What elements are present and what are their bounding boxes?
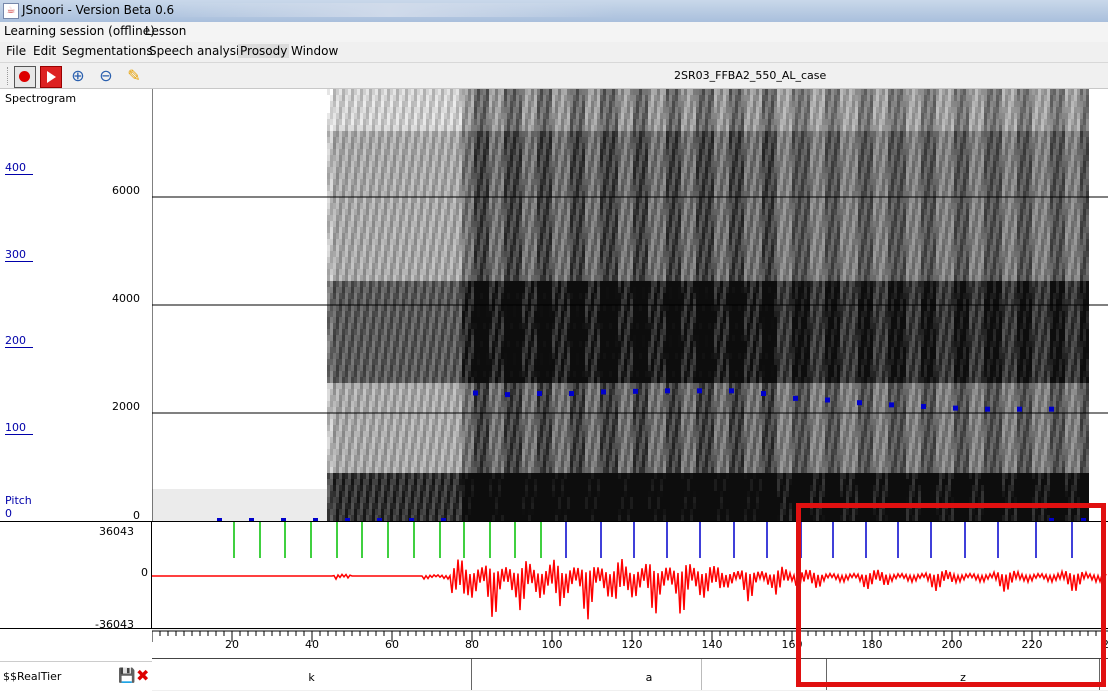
toolbar: ⊕ ⊖ ✎ [0, 63, 1108, 89]
axis-tick-label: 200 [942, 638, 963, 651]
pitch-label-100: 100 [5, 421, 33, 435]
pitch-point [953, 406, 958, 411]
toolbar-grip [7, 67, 10, 85]
axis-tick-label: 120 [622, 638, 643, 651]
menu-bar: File Edit Segmentations Speech analysis … [0, 42, 1108, 63]
delete-icon[interactable]: ✖ [136, 666, 149, 685]
segment-label: a [472, 671, 826, 684]
freq-label-2000: 2000 [0, 400, 140, 413]
axis-tick-label: 20 [225, 638, 239, 651]
segment-label: z [827, 671, 1099, 684]
menu-speech-analysis[interactable]: Speech analysis [149, 44, 246, 58]
axis-tick-label: 60 [385, 638, 399, 651]
waveform-view[interactable] [152, 521, 1108, 629]
pitch-point [729, 388, 734, 393]
session-bar: Learning session (offline) Lesson [0, 22, 1108, 43]
pitch-point [633, 389, 638, 394]
pitch-label-400: 400 [5, 161, 33, 175]
tier-view[interactable]: k a z [152, 658, 1108, 690]
axis-tick-label: 160 [782, 638, 803, 651]
pitch-point [697, 388, 702, 393]
freq-label-6000: 6000 [0, 184, 140, 197]
session-lesson[interactable]: Lesson [145, 24, 186, 38]
save-icon[interactable]: 💾 [118, 668, 135, 684]
menu-segmentations[interactable]: Segmentations [62, 44, 153, 58]
menu-file[interactable]: File [6, 44, 26, 58]
tier-segment-k[interactable]: k [152, 659, 472, 690]
window-title: JSnoori - Version Beta 0.6 [22, 3, 174, 17]
axis-tick-label: 2 [1102, 638, 1108, 651]
menu-window[interactable]: Window [291, 44, 338, 58]
axis-tick-label: 220 [1022, 638, 1043, 651]
title-bar: ☕ JSnoori - Version Beta 0.6 [0, 0, 1108, 23]
tier-name: $$RealTier [3, 670, 61, 683]
wave-zero-label: 0 [0, 566, 148, 579]
pitch-point [889, 402, 894, 407]
record-icon[interactable] [14, 66, 36, 88]
zoom-out-icon[interactable]: ⊖ [96, 66, 116, 86]
wave-max-label: 36043 [0, 525, 134, 538]
pitch-point [569, 391, 574, 396]
axis-tick-label: 100 [542, 638, 563, 651]
title-path-blurred [165, 3, 615, 17]
axis-tick-label: 80 [465, 638, 479, 651]
axis-tick-label: 140 [702, 638, 723, 651]
wave-min-label: -36043 [0, 618, 134, 631]
axis-tick-label: 40 [305, 638, 319, 651]
pencil-icon[interactable]: ✎ [124, 66, 144, 86]
pitch-point [825, 398, 830, 403]
waveform-trace [152, 559, 1106, 619]
spectrogram-canvas[interactable] [152, 89, 1108, 521]
play-icon[interactable] [40, 66, 62, 88]
tier-segment-z[interactable]: z [827, 659, 1100, 690]
pitch-point [857, 400, 862, 405]
session-learning-session[interactable]: Learning session (offline) [4, 24, 155, 38]
pitch-point [537, 391, 542, 396]
pitch-point [985, 407, 990, 412]
spectrogram-label: Spectrogram [5, 92, 76, 105]
pitch-point [473, 390, 478, 395]
time-axis-canvas: 20 40 60 80 100 120 140 160 180 200 220 2 [152, 630, 1108, 658]
pitch-label-200: 200 [5, 334, 33, 348]
tier-label-panel: $$RealTier 💾 ✖ [0, 661, 152, 691]
axis-tick-label: 180 [862, 638, 883, 651]
waveform-label-panel: 36043 0 -36043 [0, 521, 152, 629]
pitch-point [601, 389, 606, 394]
pitch-point [505, 392, 510, 397]
file-name: 2SR03_FFBA2_550_AL_case [674, 69, 826, 82]
tier-segment-a[interactable]: a [472, 659, 827, 690]
pitch-point [793, 396, 798, 401]
pitch-point [665, 388, 670, 393]
menu-prosody[interactable]: Prosody [238, 44, 289, 58]
waveform-canvas[interactable] [152, 522, 1108, 629]
freq-label-4000: 4000 [0, 292, 140, 305]
pitch-title: Pitch [5, 494, 32, 507]
spectrogram-view[interactable] [152, 89, 1108, 521]
pitch-point [1017, 407, 1022, 412]
java-app-icon: ☕ [3, 3, 19, 19]
pitch-point [761, 391, 766, 396]
zoom-in-icon[interactable]: ⊕ [68, 66, 88, 86]
pitch-point [921, 404, 926, 409]
menu-edit[interactable]: Edit [33, 44, 56, 58]
time-axis: 20 40 60 80 100 120 140 160 180 200 220 2 [152, 630, 1108, 658]
pitch-point [1049, 407, 1054, 412]
segment-label: k [152, 671, 471, 684]
pitch-label-300: 300 [5, 248, 33, 262]
